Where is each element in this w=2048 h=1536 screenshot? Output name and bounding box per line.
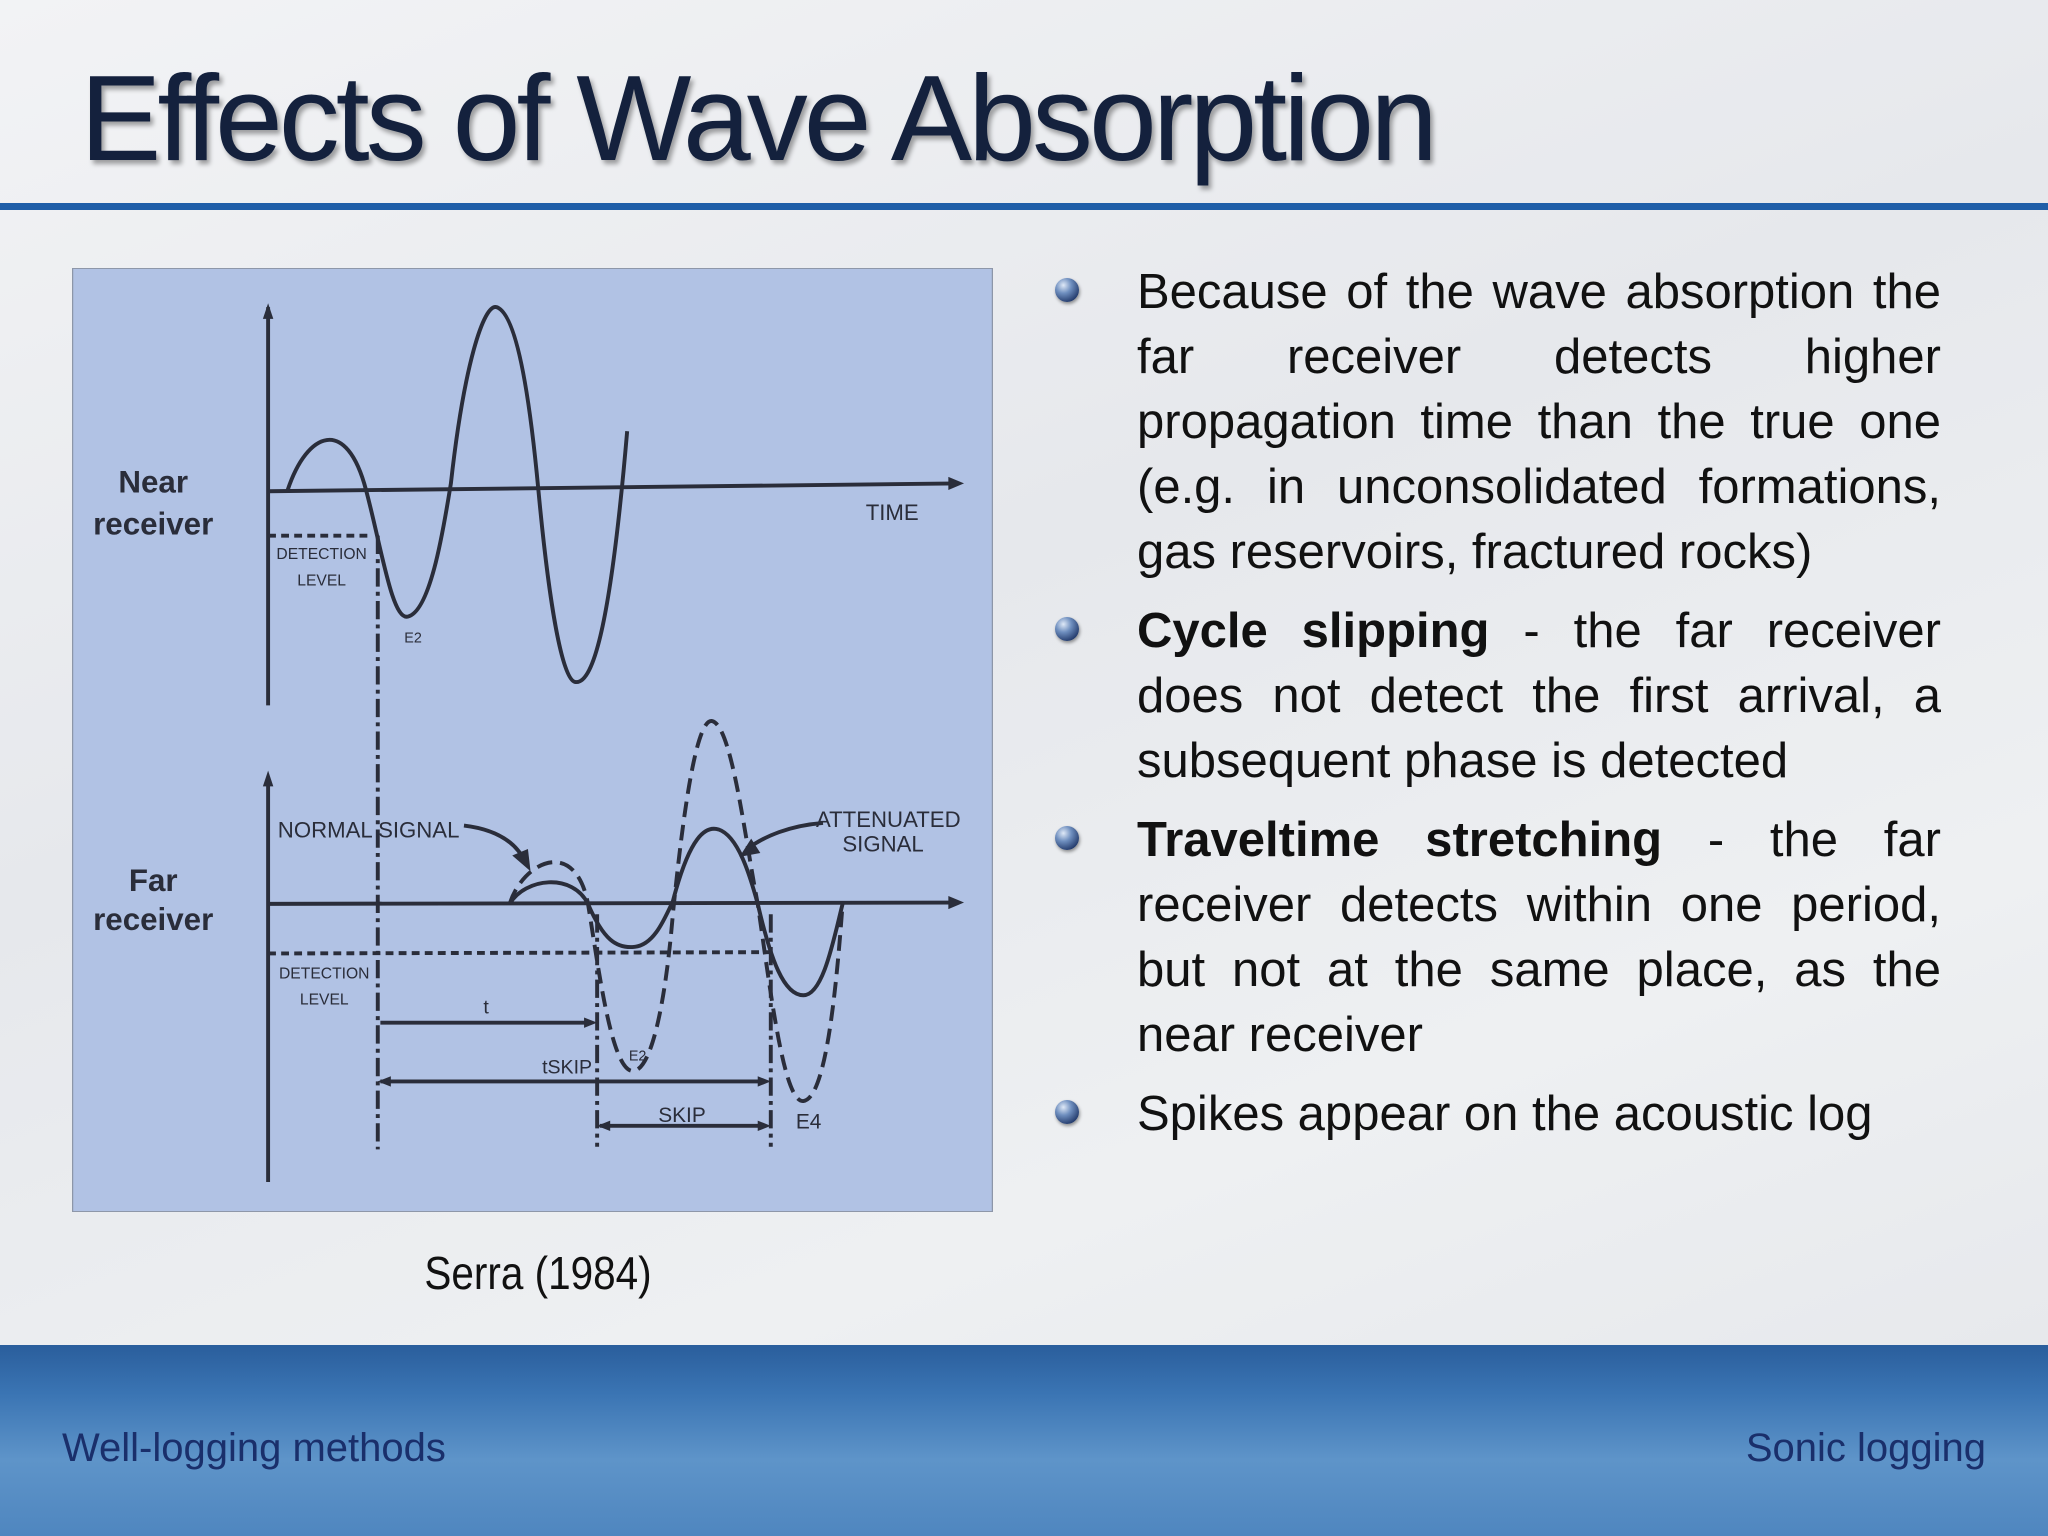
bullet-text: - the far receiver does not detect the f… [1137,604,1941,788]
near-label: Near [118,465,188,500]
bullet: Cycle slipping - the far receiver does n… [1055,599,1941,794]
title-rule [0,203,2048,210]
event-label: E2 [629,1049,647,1065]
near-plot [262,303,965,706]
footer-left: Well-logging methods [62,1426,446,1470]
figure-background [72,268,993,1212]
far-plot [262,535,965,1182]
slide-title: Effects of Wave Absorption [80,50,1438,186]
detection-label: LEVEL [297,572,346,589]
bullet: Because of the wave absorption the far r… [1055,260,1941,585]
figure-caption: Serra (1984) [424,1247,652,1299]
bullet: Spikes appear on the acoustic log [1055,1082,1941,1147]
figure: Near receiver Far receiver TIME DETECTIO… [72,268,993,1212]
interval-label: tSKIP [542,1057,592,1079]
footer-right: Sonic logging [1745,1426,1986,1470]
bullet-term: Cycle slipping [1137,604,1490,658]
footer-band [0,1345,2048,1536]
bullet-text: Spikes appear on the acoustic log [1137,1087,1873,1141]
bullet: Traveltime stretching - the far receiver… [1055,808,1941,1068]
bullet-list: Because of the wave absorption the far r… [1055,260,1941,1161]
signal-label: ATTENUATED [816,807,961,832]
signal-label: SIGNAL [842,832,923,857]
far-label: Far [129,863,178,898]
detection-label: DETECTION [276,546,366,563]
signal-label: NORMAL SIGNAL [278,817,460,842]
interval-label: t [483,997,489,1019]
axis-label: TIME [866,500,919,525]
bullet-text: - the far receiver detects within one pe… [1137,813,1941,1062]
detection-label: LEVEL [300,991,349,1008]
event-label: E4 [796,1110,822,1133]
detection-label: DETECTION [279,965,369,982]
bullet-text: Because of the wave absorption the far r… [1137,265,1941,579]
near-label: receiver [93,506,213,541]
event-label: E2 [404,631,422,647]
interval-label: SKIP [658,1104,706,1127]
far-label: receiver [93,902,213,937]
bullet-term: Traveltime stretching [1137,813,1663,867]
